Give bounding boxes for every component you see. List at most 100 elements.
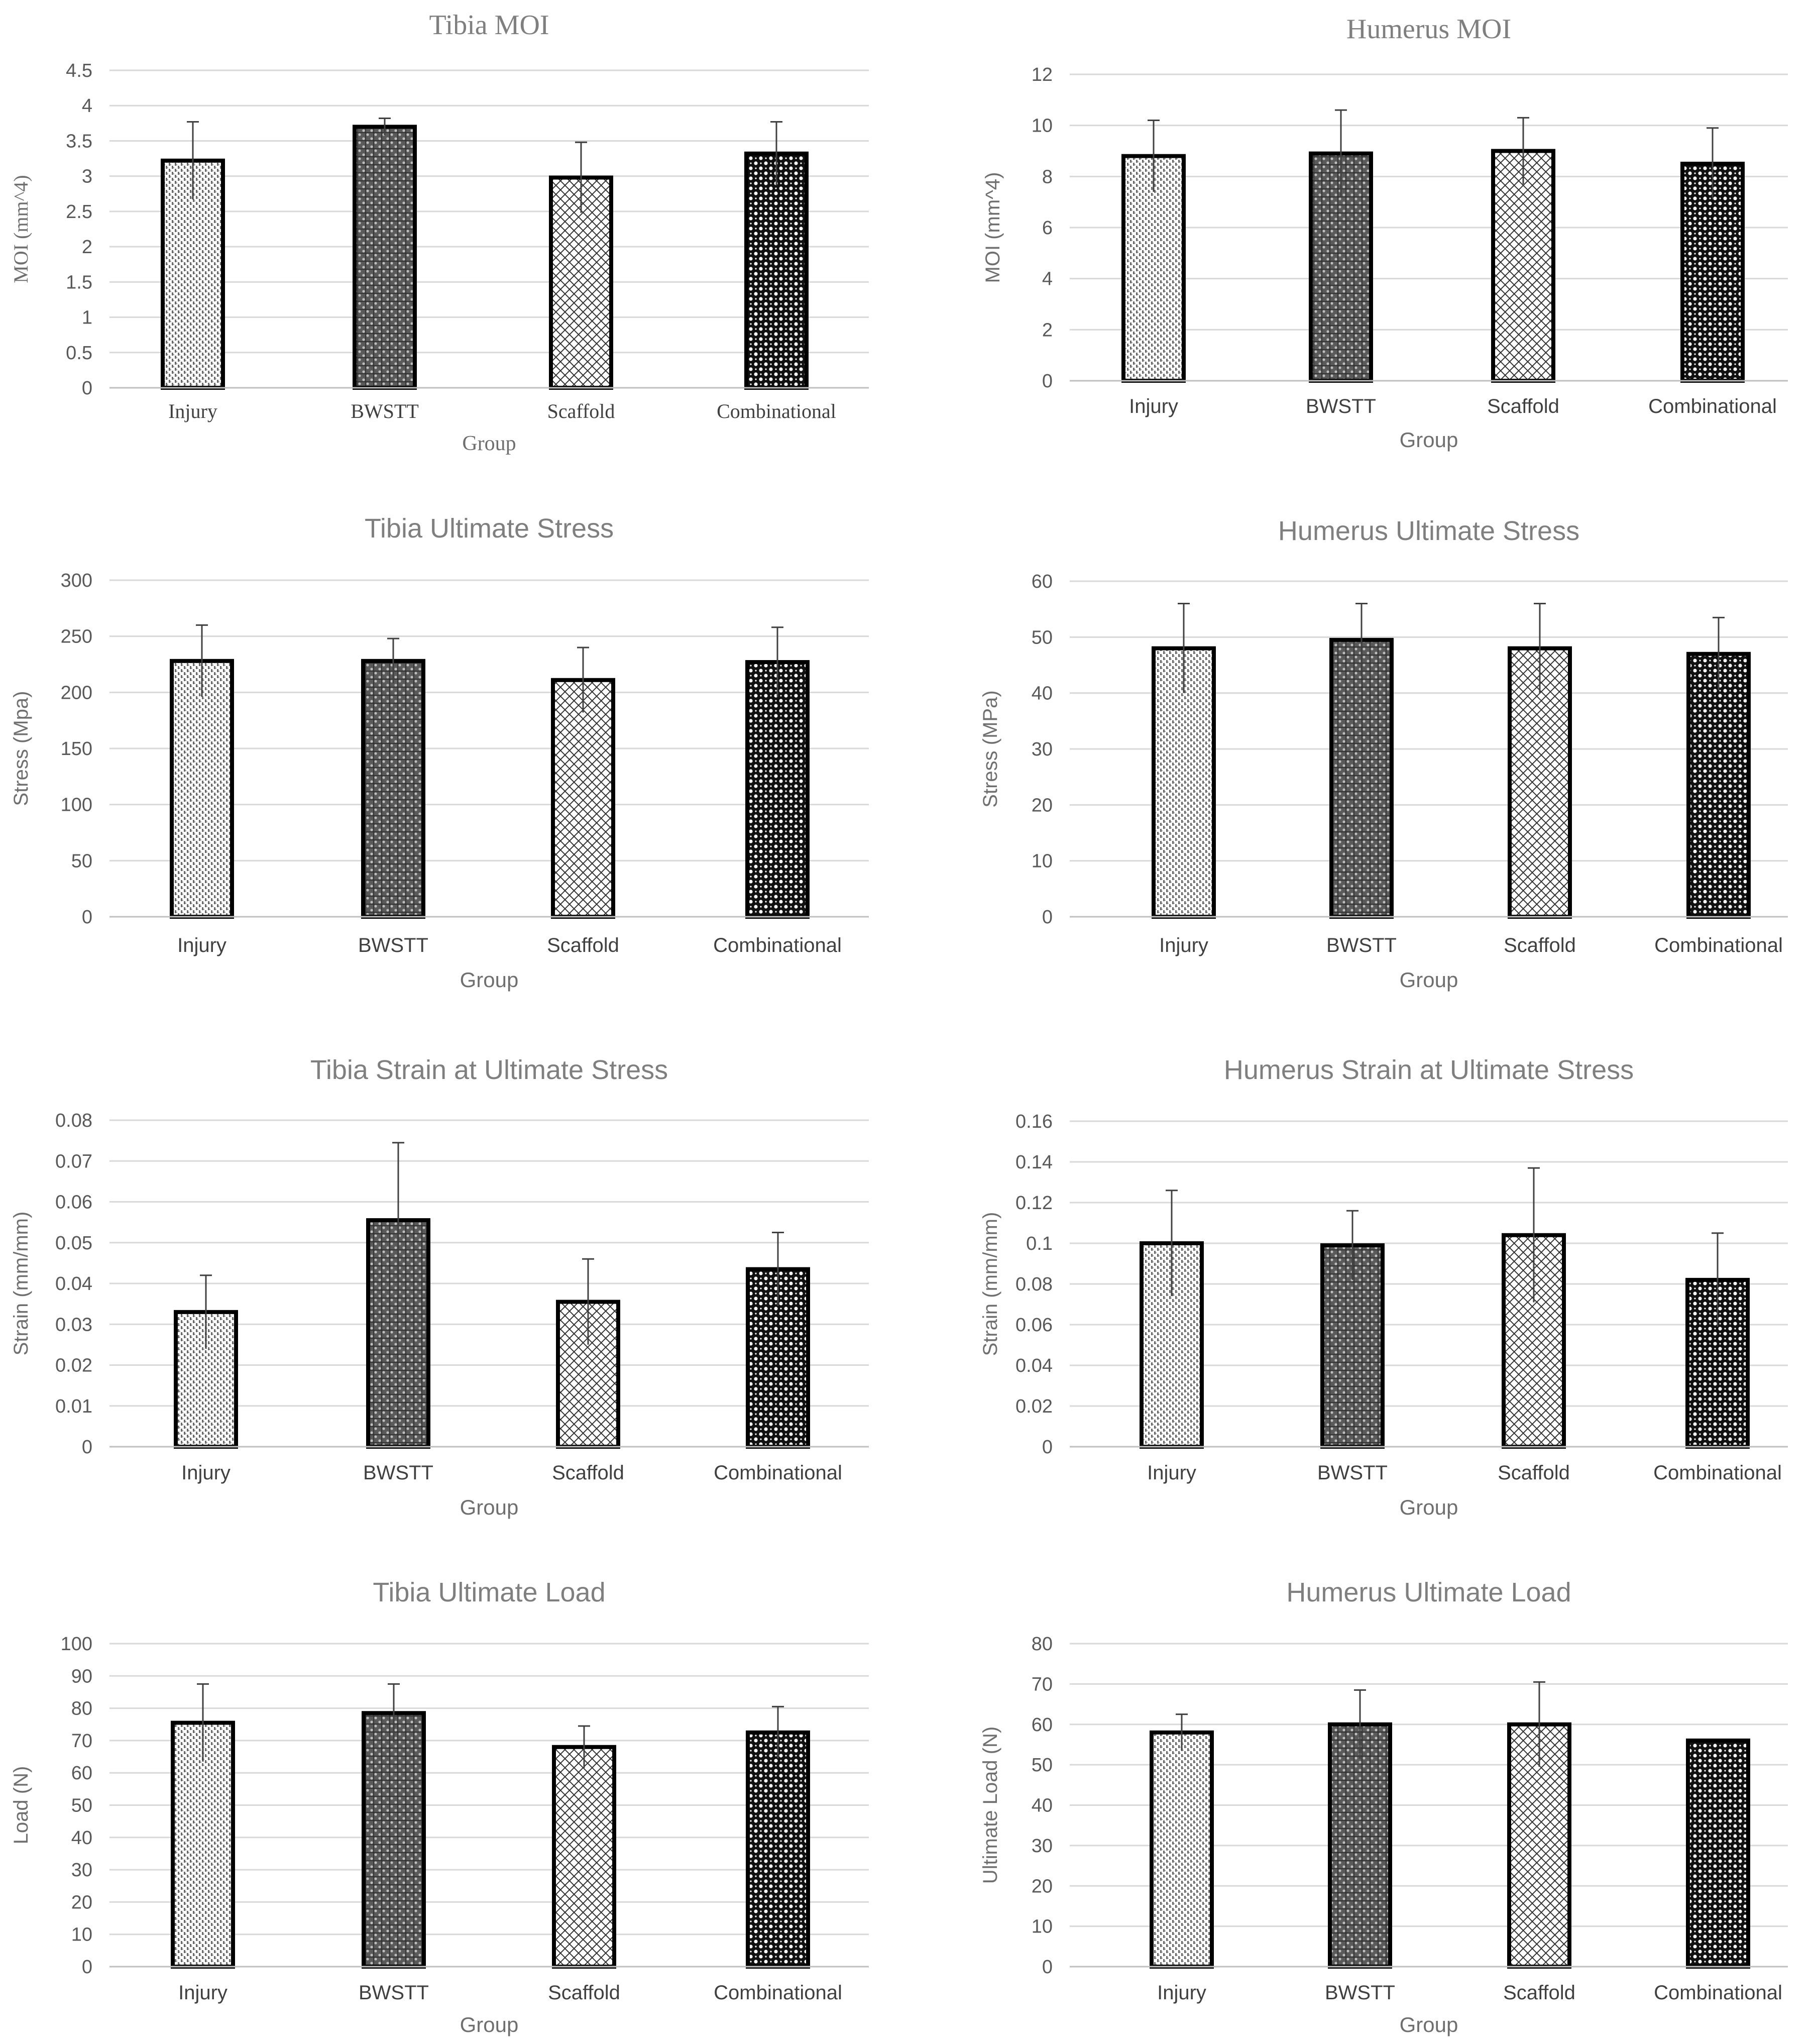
y-tick-label: 20 <box>1032 1876 1053 1897</box>
y-tick-label: 0.14 <box>1015 1152 1053 1173</box>
y-tick-label: 250 <box>61 626 92 648</box>
y-tick-label: 0.1 <box>1026 1233 1053 1254</box>
x-category-label: Combinational <box>714 1462 842 1484</box>
chart-panel-3: Tibia Ultimate Stress 0 50 100 150 200 250 300 I… <box>10 513 869 992</box>
x-axis-label: Group <box>1400 968 1458 992</box>
x-category-label: BWSTT <box>351 400 419 422</box>
y-tick-label: 0 <box>1042 1437 1053 1458</box>
bar-bwstt <box>1328 1722 1392 1969</box>
y-tick-label: 30 <box>71 1860 92 1881</box>
bar-combinational <box>744 151 809 390</box>
x-category-label: Scaffold <box>1487 395 1559 417</box>
y-tick-label: 70 <box>71 1731 92 1752</box>
x-category-label: BWSTT <box>1306 395 1376 417</box>
y-tick-label: 3 <box>82 166 92 187</box>
y-tick-label: 4.5 <box>66 60 92 81</box>
y-tick-label: 0.04 <box>55 1273 92 1295</box>
chart-title: Humerus Ultimate Load <box>1286 1577 1571 1607</box>
y-tick-label: 80 <box>71 1698 92 1719</box>
y-tick-label: 0.05 <box>55 1233 92 1254</box>
bar-combinational <box>745 660 810 919</box>
x-category-label: BWSTT <box>1317 1462 1388 1484</box>
y-tick-label: 90 <box>71 1666 92 1687</box>
x-category-label: BWSTT <box>1326 934 1397 956</box>
y-tick-label: 40 <box>1032 1795 1053 1816</box>
bar-combinational <box>1686 1738 1750 1969</box>
x-axis-label: Group <box>462 432 516 455</box>
x-axis-label: Group <box>460 2013 519 2036</box>
chart-panel-8: Humerus Ultimate Load 0 10 20 30 40 50 60 70 80 In… <box>979 1577 1788 2036</box>
y-tick-label: 20 <box>1032 795 1053 816</box>
y-tick-label: 10 <box>1032 116 1053 137</box>
y-tick-label: 0 <box>1042 371 1053 392</box>
y-tick-label: 10 <box>1032 1916 1053 1938</box>
bar-scaffold <box>1491 149 1555 383</box>
bar-bwstt <box>361 659 425 919</box>
x-category-label: Combinational <box>1654 934 1783 956</box>
y-tick-label: 70 <box>1032 1674 1053 1695</box>
y-tick-label: 60 <box>1032 1714 1053 1736</box>
y-tick-label: 4 <box>82 95 92 117</box>
x-category-label: Combinational <box>717 400 836 422</box>
y-tick-label: 0 <box>82 378 92 399</box>
y-tick-label: 1.5 <box>66 272 92 293</box>
y-tick-label: 40 <box>1032 683 1053 704</box>
y-tick-label: 200 <box>61 682 92 703</box>
y-tick-label: 0 <box>1042 907 1053 928</box>
x-category-label: Scaffold <box>547 934 619 956</box>
y-tick-label: 20 <box>71 1892 92 1913</box>
bar-scaffold <box>551 678 615 919</box>
y-tick-label: 60 <box>71 1763 92 1784</box>
y-tick-label: 6 <box>1042 218 1053 239</box>
bar-injury <box>1150 1730 1214 1969</box>
y-tick-label: 50 <box>71 850 92 872</box>
chart-panel-6: Humerus Strain at Ultimate Stress 0 0.02 0.… <box>979 1055 1788 1519</box>
chart-panel-7: Tibia Ultimate Load 0 10 20 30 40 50 60 70 80 90 10… <box>10 1577 869 2036</box>
y-tick-label: 0.02 <box>55 1355 92 1376</box>
y-axis-label: Stress (MPa) <box>979 690 1001 807</box>
y-tick-label: 300 <box>61 570 92 591</box>
chart-panel-2: Humerus MOI 0 2 4 6 8 10 12 Injury BWSTT Scaffold C… <box>982 14 1788 452</box>
y-tick-label: 0 <box>82 1957 92 1978</box>
x-category-label: Scaffold <box>1504 934 1576 956</box>
x-category-label: BWSTT <box>363 1462 433 1484</box>
y-tick-label: 0.01 <box>55 1396 92 1417</box>
chart-title: Humerus MOI <box>1346 14 1511 45</box>
x-category-label: Scaffold <box>547 400 615 422</box>
chart-panel-1: Tibia MOI 0 0.5 1 1.5 2 2.5 3 3.5 4 4.5 Injury BWSTT… <box>10 10 869 455</box>
y-tick-label: 0.06 <box>55 1192 92 1213</box>
x-category-label: Injury <box>1147 1462 1196 1484</box>
y-axis-label: Load (N) <box>10 1766 32 1845</box>
x-axis-label: Group <box>1400 1495 1458 1519</box>
y-axis-label: MOI (mm^4) <box>10 175 32 283</box>
y-tick-label: 12 <box>1032 64 1053 85</box>
y-tick-label: 0.5 <box>66 343 92 364</box>
y-axis-label: Stress (Mpa) <box>10 691 32 806</box>
y-axis-label: Strain (mm/mm) <box>10 1212 32 1356</box>
bar-scaffold <box>552 1745 616 1969</box>
y-tick-label: 40 <box>71 1827 92 1849</box>
x-category-label: Combinational <box>1654 1982 1782 2004</box>
y-tick-label: 150 <box>61 738 92 760</box>
x-category-label: Combinational <box>1648 395 1777 417</box>
x-category-label: Injury <box>168 400 217 422</box>
y-tick-label: 30 <box>1032 739 1053 760</box>
bar-injury <box>170 659 234 919</box>
x-category-label: Injury <box>1129 395 1178 417</box>
y-axis-label: Strain (mm/mm) <box>979 1212 1001 1356</box>
y-tick-label: 100 <box>61 795 92 816</box>
y-tick-label: 2.5 <box>66 201 92 223</box>
y-tick-label: 0.07 <box>55 1151 92 1172</box>
bar-bwstt <box>353 125 417 390</box>
x-category-label: Injury <box>1159 934 1208 956</box>
chart-title: Tibia Ultimate Load <box>373 1577 605 1607</box>
y-tick-label: 2 <box>1042 319 1053 341</box>
y-axis-label: Ultimate Load (N) <box>979 1727 1001 1884</box>
y-tick-label: 4 <box>1042 269 1053 290</box>
y-tick-label: 2 <box>82 237 92 258</box>
bar-combinational <box>746 1730 810 1969</box>
chart-panel-4: Humerus Ultimate Stress 0 10 20 30 40 50 60 Inju… <box>979 516 1788 992</box>
y-tick-label: 0.03 <box>55 1314 92 1335</box>
y-tick-label: 0 <box>82 1437 92 1458</box>
